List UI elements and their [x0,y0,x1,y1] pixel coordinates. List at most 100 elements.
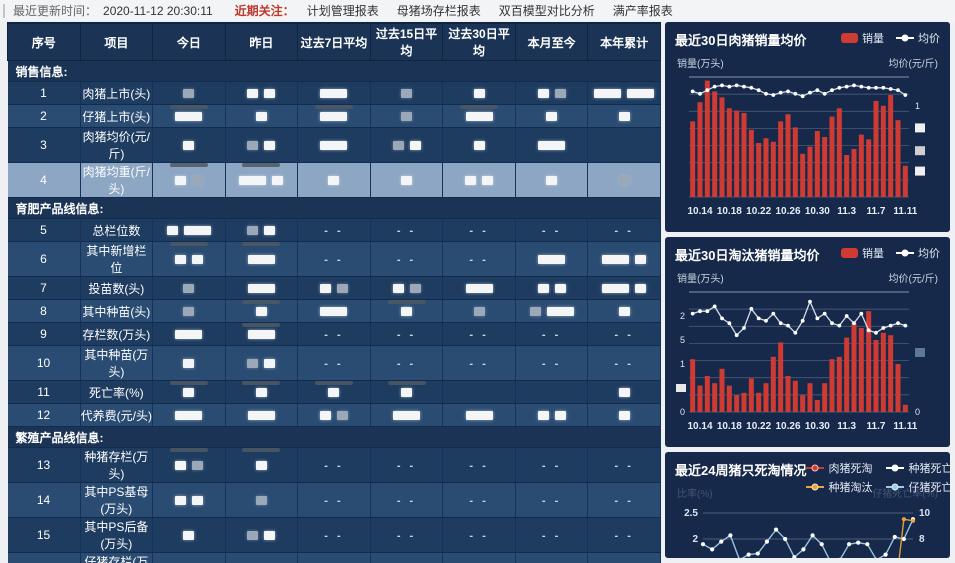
redacted-value [482,176,494,186]
redacted-value [401,307,412,317]
value-cell [225,517,299,553]
table-row-9[interactable]: 9 存栏数(万头) - - - - - - - - - - [7,322,661,346]
empty-value: - - [396,460,417,472]
redacted-value [473,89,485,99]
legend-item-销量[interactable]: 销量 [841,30,884,46]
redacted-value [247,255,275,265]
value-cell [442,81,516,105]
redacted-value [538,255,566,265]
value-cell: - - [442,482,516,518]
table-row-13[interactable]: 13 种猪存栏(万头) - - - - - - - - - - [7,447,661,483]
redaction-smudge [242,323,281,327]
row-number: 14 [7,482,81,518]
table-row-7[interactable]: 7 投苗数(头) [7,276,661,300]
redacted-value [618,411,630,421]
empty-value: - - [541,225,562,237]
table-row-16[interactable]: 16仔猪存栏(万头)- -- -- -- -- - [7,552,661,563]
table-row-4[interactable]: 4 肉猪均重(斤/头) [7,162,661,198]
value-cell [370,104,444,128]
value-cell: - - [442,552,516,563]
value-cell: - - [587,447,661,483]
section-row: 育肥产品线信息: [7,197,661,219]
legend-item-销量[interactable]: 销量 [841,245,884,261]
svg-text:11.3: 11.3 [837,206,856,217]
redacted-value [392,284,404,294]
value-cell [515,81,589,105]
legend-item-仔猪死亡[interactable]: 仔猪死亡 [886,479,950,495]
axis-labels-row: 比率(%) 仔猪死亡率(%) [675,482,940,501]
redacted-value [336,284,348,294]
redaction-smudge [242,242,281,246]
recent-focus-label: 近期关注： [234,4,295,18]
legend-item-肉猪死淘[interactable]: 肉猪死淘 [806,460,872,476]
value-cell: - - [587,517,661,553]
value-cell [587,104,661,128]
table-row-6[interactable]: 6 其中新增栏位 - - - - - - [7,241,661,277]
table-row-14[interactable]: 14 其中PS基母(万头) - - - - - - - - - - [7,482,661,518]
redacted-value [320,141,348,151]
value-cell [152,162,226,198]
menu-item-model-compare[interactable]: 双百模型对比分析 [498,4,595,18]
table-row-5[interactable]: 5 总栏位数 - - - - - - - - - - [7,218,661,242]
redacted-value [183,284,195,294]
table-row-3[interactable]: 3 肉猪均价(元/斤) [7,127,661,163]
empty-value: - - [324,254,344,266]
svg-text:10.26: 10.26 [775,421,800,432]
empty-value: - - [324,495,344,507]
value-cell [370,162,444,198]
legend-item-均价[interactable]: 均价 [896,30,940,46]
redacted-value [328,388,340,398]
table-row-1[interactable]: 1 肉猪上市(头) [7,81,661,105]
value-cell [515,276,589,300]
table-row-15[interactable]: 15 其中PS后备(万头) - - - - - - - - - - [7,517,661,553]
row-number: 8 [7,299,81,323]
value-cell: - - [297,218,371,242]
section-label: 销售信息: [7,60,661,82]
redacted-value [174,176,186,186]
svg-text:10.18: 10.18 [717,421,742,432]
redacted-value [191,496,203,506]
chart-title: 最近24周猪只死淘情况 [675,463,807,478]
table-row-8[interactable]: 8 其中种苗(头) [7,299,661,323]
chart-legend: 销量 均价 [841,30,940,46]
value-cell [225,482,299,518]
kpi-table: 序号 项目 今日 昨日 过去7日平均 过去15日平均 过去30日平均 本月至今 本年累计 销售信… [7,22,661,563]
legend-item-种猪淘汰[interactable]: 种猪淘汰 [806,479,872,495]
table-row-10[interactable]: 10 其中种苗(万头) - - - - - - - - - - [7,345,661,381]
redacted-value [255,461,267,471]
value-cell [515,299,589,323]
redacted-value [529,307,541,317]
svg-text:10.14: 10.14 [687,421,712,432]
value-cell [587,241,661,277]
redaction-smudge [314,381,353,385]
column-header-0: 序号 [7,22,81,61]
row-item-label: 仔猪上市(头) [80,104,154,128]
table-row-2[interactable]: 2 仔猪上市(头) [7,104,661,128]
chart-legend: 销量 均价 [841,245,940,261]
redacted-value [166,226,178,236]
empty-value: - - [614,225,634,237]
value-cell [587,162,661,198]
value-cell: - - [515,447,589,483]
value-cell [515,127,589,163]
table-row-11[interactable]: 11 死亡率(%) [7,380,661,404]
row-number: 1 [7,81,81,105]
empty-value: - - [541,329,562,341]
row-item-label: 肉猪上市(头) [80,81,154,105]
legend-label: 肉猪死淘 [828,463,873,475]
legend-item-种猪死亡[interactable]: 种猪死亡 [886,460,950,476]
line-swatch-icon [806,464,825,472]
table-row-12[interactable]: 12 代养费(元/头) [7,403,661,427]
menu-item-sow-farm-report[interactable]: 母猪场存栏报表 [396,4,481,18]
menu-item-full-capacity-report[interactable]: 满产率报表 [612,4,673,18]
chart-card-pig-sales: 最近30日肉猪销量均价 销量 均价 销量(万头) 均价(元/斤) 1 10.14 10.18 1… [665,22,950,232]
svg-text:8: 8 [919,534,925,545]
menu-item-plan-report[interactable]: 计划管理报表 [306,4,379,18]
legend-item-均价[interactable]: 均价 [896,245,940,261]
value-cell: - - [370,517,444,553]
redacted-value [602,255,630,265]
row-number: 11 [7,380,81,404]
value-cell [152,218,226,242]
value-cell [152,127,226,163]
value-cell [152,81,226,105]
